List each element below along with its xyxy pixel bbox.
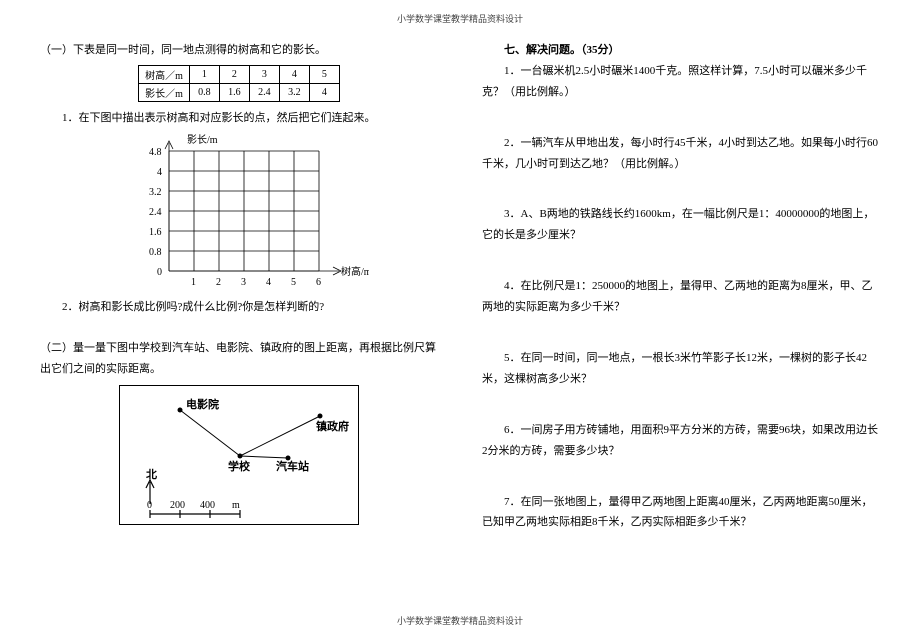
- x-tick: 3: [241, 277, 246, 288]
- table-row: 影长／m 0.8 1.6 2.4 3.2 4: [139, 83, 340, 101]
- y-tick: 1.6: [149, 227, 162, 238]
- grid-chart: 影长/m: [109, 131, 369, 291]
- y-tick: 0.8: [149, 247, 162, 258]
- cell: 1.6: [219, 83, 249, 101]
- cell: 1: [189, 65, 219, 83]
- north-label: 北: [146, 467, 157, 481]
- left-column: （一）下表是同一时间，同一地点测得的树高和它的影长。 树高／m 1 2 3 4 …: [40, 40, 438, 547]
- right-column: 七、解决问题。（35分） 1．一台碾米机2.5小时碾米1400千克。照这样计算，…: [482, 40, 880, 547]
- x-tick: 6: [316, 277, 321, 288]
- part1-q2: 2．树高和影长成比例吗?成什么比例?你是怎样判断的?: [40, 297, 438, 318]
- row1-label: 树高／m: [139, 65, 190, 83]
- x-tick: 2: [216, 277, 221, 288]
- part2-intro: （二）量一量下图中学校到汽车站、电影院、镇政府的图上距离，再根据比例尺算出它们之…: [40, 338, 438, 380]
- question-5: 5．在同一时间，同一地点，一根长3米竹竿影子长12米，一棵树的影子长42米，这棵…: [482, 348, 880, 390]
- map-label-cinema: 电影院: [186, 397, 219, 411]
- question-1: 1．一台碾米机2.5小时碾米1400千克。照这样计算，7.5小时可以碾米多少千克…: [482, 61, 880, 103]
- y-tick: 4.8: [149, 147, 162, 158]
- page-footer: 小学数学课堂教学精品资料设计: [0, 614, 920, 627]
- part1-q1: 1．在下图中描出表示树高和对应影长的点，然后把它们连起来。: [40, 108, 438, 129]
- scale-m: m: [232, 500, 240, 511]
- y-tick: 0: [157, 267, 162, 278]
- y-tick: 4: [157, 167, 162, 178]
- question-6: 6．一间房子用方砖铺地，用面积9平方分米的方砖，需要96块，如果改用边长2分米的…: [482, 420, 880, 462]
- question-4: 4．在比例尺是1：250000的地图上，量得甲、乙两地的距离为8厘米，甲、乙两地…: [482, 276, 880, 318]
- row2-label: 影长／m: [139, 83, 190, 101]
- cell: 4: [279, 65, 309, 83]
- x-tick: 4: [266, 277, 271, 288]
- y-tick: 2.4: [149, 207, 162, 218]
- tree-shadow-table: 树高／m 1 2 3 4 5 影长／m 0.8 1.6 2.4 3.2 4: [138, 65, 340, 102]
- map-label-school: 学校: [228, 459, 251, 473]
- map-label-gov: 镇政府: [316, 419, 349, 433]
- page-header: 小学数学课堂教学精品资料设计: [0, 12, 920, 25]
- two-column-layout: （一）下表是同一时间，同一地点测得的树高和它的影长。 树高／m 1 2 3 4 …: [40, 40, 880, 547]
- scale-0: 0: [147, 500, 152, 511]
- cell: 2: [219, 65, 249, 83]
- x-axis-label: 树高/m: [341, 265, 369, 278]
- part1-intro: （一）下表是同一时间，同一地点测得的树高和它的影长。: [40, 40, 438, 61]
- cell: 4: [309, 83, 339, 101]
- question-7: 7．在同一张地图上，量得甲乙两地图上距离40厘米，乙丙两地距离50厘米，已知甲乙…: [482, 492, 880, 534]
- x-tick: 1: [191, 277, 196, 288]
- cell: 3: [249, 65, 279, 83]
- y-axis-label: 影长/m: [187, 134, 218, 146]
- map-label-bus: 汽车站: [276, 459, 309, 473]
- question-3: 3．A、B两地的铁路线长约1600km，在一幅比例尺是1：40000000的地图…: [482, 204, 880, 246]
- cell: 0.8: [189, 83, 219, 101]
- map-figure: 电影院 镇政府 学校 汽车站 北 0 200 400 m: [119, 385, 359, 525]
- cell: 2.4: [249, 83, 279, 101]
- cell: 3.2: [279, 83, 309, 101]
- y-tick: 3.2: [149, 187, 162, 198]
- section-7-title: 七、解决问题。（35分）: [482, 40, 880, 61]
- x-tick: 5: [291, 277, 296, 288]
- table-row: 树高／m 1 2 3 4 5: [139, 65, 340, 83]
- scale-200: 200: [170, 500, 185, 511]
- cell: 5: [309, 65, 339, 83]
- question-2: 2．一辆汽车从甲地出发，每小时行45千米，4小时到达乙地。如果每小时行60千米，…: [482, 133, 880, 175]
- scale-400: 400: [200, 500, 215, 511]
